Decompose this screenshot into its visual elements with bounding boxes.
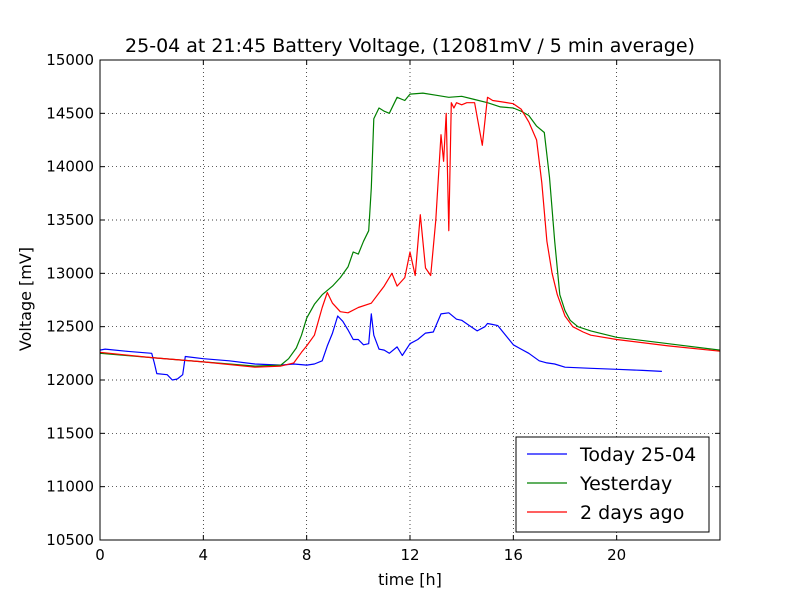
y-axis-label: Voltage [mV]	[16, 247, 35, 351]
y-tick-label: 15000	[46, 51, 94, 69]
legend-box	[515, 436, 710, 533]
tick-marks	[99, 59, 720, 541]
legend: Today 25-04 Yesterday 2 days ago	[515, 436, 710, 533]
y-tick-label: 11500	[46, 424, 94, 442]
x-tick-label: 8	[302, 546, 312, 564]
series-line-1	[99, 312, 662, 381]
y-tick-label: 13000	[46, 264, 94, 282]
legend-label: 2 days ago	[580, 502, 684, 524]
y-tick-labels: 10500 11000 11500 12000 12500 13000 13500 14000…	[46, 51, 94, 549]
x-tick-label: 0	[95, 546, 105, 564]
series-lines	[99, 92, 721, 381]
y-tick-label: 14000	[46, 158, 94, 176]
y-tick-label: 10500	[46, 531, 94, 549]
series-line-3	[99, 96, 721, 368]
legend-label: Today 25-04	[579, 444, 696, 466]
x-tick-label: 12	[400, 546, 419, 564]
x-axis-label: time [h]	[378, 570, 442, 589]
y-tick-label: 14500	[46, 104, 94, 122]
y-tick-label: 11000	[46, 478, 94, 496]
x-tick-label: 16	[504, 546, 523, 564]
x-tick-label: 20	[607, 546, 626, 564]
chart-title: 25-04 at 21:45 Battery Voltage, (12081mV…	[125, 35, 695, 57]
legend-label: Yesterday	[579, 473, 672, 495]
y-tick-label: 13500	[46, 211, 94, 229]
x-tick-labels: 0 4 8 12 16 20	[95, 546, 626, 564]
y-tick-label: 12500	[46, 318, 94, 336]
y-tick-label: 12000	[46, 371, 94, 389]
x-tick-label: 4	[199, 546, 209, 564]
series-line-2	[99, 92, 721, 367]
